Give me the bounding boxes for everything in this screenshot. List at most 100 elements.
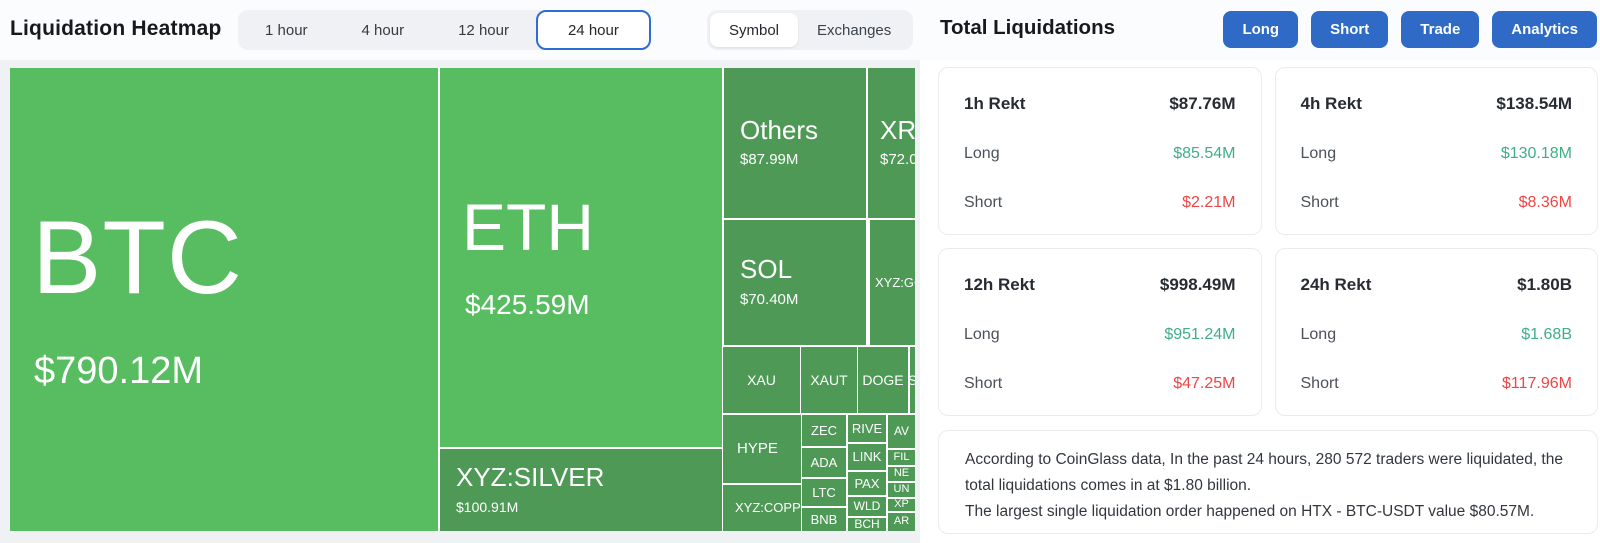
action-button-row: Long Short Trade Analytics [1223,11,1597,48]
page-title: Liquidation Heatmap [10,17,222,40]
tile-value: $100.91M [456,498,519,515]
tile-value: $425.59M [465,289,590,321]
long-value: $951.24M [1164,326,1236,343]
card-title: 1h Rekt [964,94,1026,113]
treemap-tile-pax[interactable]: PAX [848,472,886,495]
treemap-tile-ada[interactable]: ADA [802,448,846,477]
tile-value: $72.05M [880,151,915,169]
toggle-symbol[interactable]: Symbol [710,13,799,47]
tab-24-hour[interactable]: 24 hour [535,10,651,50]
treemap-tile-near[interactable]: NE [888,467,915,481]
treemap-tile-link[interactable]: LINK [848,444,886,470]
treemap-tile-bnb[interactable]: BNB [802,508,846,531]
card-total: $138.54M [1496,94,1572,113]
long-value: $1.68B [1521,326,1572,343]
treemap-tile-bch[interactable]: BCH [848,518,886,531]
tile-symbol: SOL [740,254,793,285]
tab-4-hour[interactable]: 4 hour [361,21,405,39]
long-label: Long [1300,326,1337,343]
tile-symbol: XAUT [810,371,848,388]
short-value: $2.21M [1182,194,1236,211]
treemap-tile-sol[interactable]: SOL $70.40M [724,220,866,345]
tile-symbol: DOGE [862,371,904,388]
card-total: $998.49M [1159,275,1236,294]
summary-note-card: According to CoinGlass data, In the past… [938,430,1598,534]
tile-symbol: BNB [810,511,838,527]
tile-symbol: ETH [462,190,594,265]
tile-symbol: AR [893,515,910,528]
tile-symbol: ADA [810,454,838,470]
treemap-tile-xaut[interactable]: XAUT [801,347,857,413]
tile-symbol: XYZ:SILVER [456,462,605,493]
long-button[interactable]: Long [1223,11,1299,48]
summary-note-line2: The largest single liquidation order hap… [965,503,1535,520]
treemap-tile-xyz-gold[interactable]: XYZ:GO [870,220,915,345]
treemap-tile-btc[interactable]: BTC $790.12M [10,68,438,531]
tile-symbol: XAU [747,371,776,388]
treemap-tile-xrp[interactable]: XRP $72.05M [868,68,915,218]
card-title: 12h Rekt [964,275,1035,294]
tile-symbol: UN [893,483,910,496]
short-value: $47.25M [1173,375,1236,392]
treemap-tile-ltc[interactable]: LTC [802,479,846,506]
tab-12-hour[interactable]: 12 hour [458,21,509,39]
long-label: Long [964,326,1000,343]
rekt-card-12h: 12h Rekt $998.49M Long $951.24M Short $4… [938,248,1262,416]
treemap-tile-avax[interactable]: AV [888,415,915,448]
tile-value: $87.99M [740,151,799,169]
treemap-tile-s-clipped[interactable]: S [910,347,915,413]
analytics-button[interactable]: Analytics [1492,11,1597,48]
total-liquidations-panel: 1h Rekt $87.76M Long $85.54M Short $2.21… [920,60,1600,543]
short-value: $117.96M [1502,375,1572,392]
toggle-exchanges[interactable]: Exchanges [817,21,892,39]
treemap-tile-ar[interactable]: AR [888,513,915,531]
treemap-tile-zec[interactable]: ZEC [802,415,846,446]
liquidation-treemap: BTC $790.12M ETH $425.59M XYZ:SILVER $10… [10,68,915,531]
rekt-cards-grid: 1h Rekt $87.76M Long $85.54M Short $2.21… [938,67,1598,416]
rekt-card-1h: 1h Rekt $87.76M Long $85.54M Short $2.21… [938,67,1262,235]
summary-note-line1: According to CoinGlass data, In the past… [965,451,1563,494]
rekt-card-24h: 24h Rekt $1.80B Long $1.68B Short $117.9… [1274,248,1598,416]
tile-value: $790.12M [34,350,204,393]
tile-symbol: LTC [812,484,836,500]
long-label: Long [1300,145,1337,162]
treemap-tile-hype[interactable]: HYPE [723,415,801,483]
treemap-tile-others[interactable]: Others $87.99M [724,68,866,218]
treemap-tile-xp[interactable]: XP [888,499,915,511]
trade-button[interactable]: Trade [1401,11,1480,48]
treemap-tile-river[interactable]: RIVE [848,415,886,442]
total-liquidations-title: Total Liquidations [940,16,1115,39]
tile-symbol: XYZ:COPP [735,500,801,516]
treemap-tile-xyz-silver[interactable]: XYZ:SILVER $100.91M [440,449,722,531]
tab-1-hour[interactable]: 1 hour [265,21,308,39]
treemap-tile-eth[interactable]: ETH $425.59M [440,68,722,447]
short-label: Short [964,194,1003,211]
tile-symbol: ZEC [811,422,837,438]
treemap-tile-xau[interactable]: XAU [723,347,800,413]
tile-symbol: HYPE [737,440,778,458]
tile-symbol: S [910,371,915,388]
short-button[interactable]: Short [1311,11,1389,48]
short-label: Short [1300,194,1339,211]
time-range-tab-group: 1 hour 4 hour 12 hour 24 hour [238,10,651,50]
tile-symbol: NE [893,467,910,480]
long-value: $130.18M [1500,145,1572,162]
card-total: $1.80B [1517,275,1572,294]
view-toggle-group: Symbol Exchanges [707,10,914,50]
tile-symbol: Others [740,114,819,145]
tile-symbol: XRP [880,114,915,145]
tile-symbol: AV [893,424,910,439]
tile-symbol: XP [894,499,909,511]
treemap-tile-fil[interactable]: FIL [888,450,915,465]
treemap-tile-uni[interactable]: UN [888,483,915,497]
tile-symbol: FIL [893,450,910,463]
short-label: Short [964,375,1003,392]
header-bar: Liquidation Heatmap 1 hour 4 hour 12 hou… [0,0,1600,60]
tile-symbol: WLD [853,499,881,514]
treemap-tile-doge[interactable]: DOGE [858,347,908,413]
card-title: 24h Rekt [1300,275,1372,294]
treemap-tile-xyz-copper[interactable]: XYZ:COPP [723,485,801,531]
tile-symbol: PAX [854,475,880,491]
tile-symbol: LINK [852,449,882,465]
treemap-tile-wld[interactable]: WLD [848,497,886,516]
